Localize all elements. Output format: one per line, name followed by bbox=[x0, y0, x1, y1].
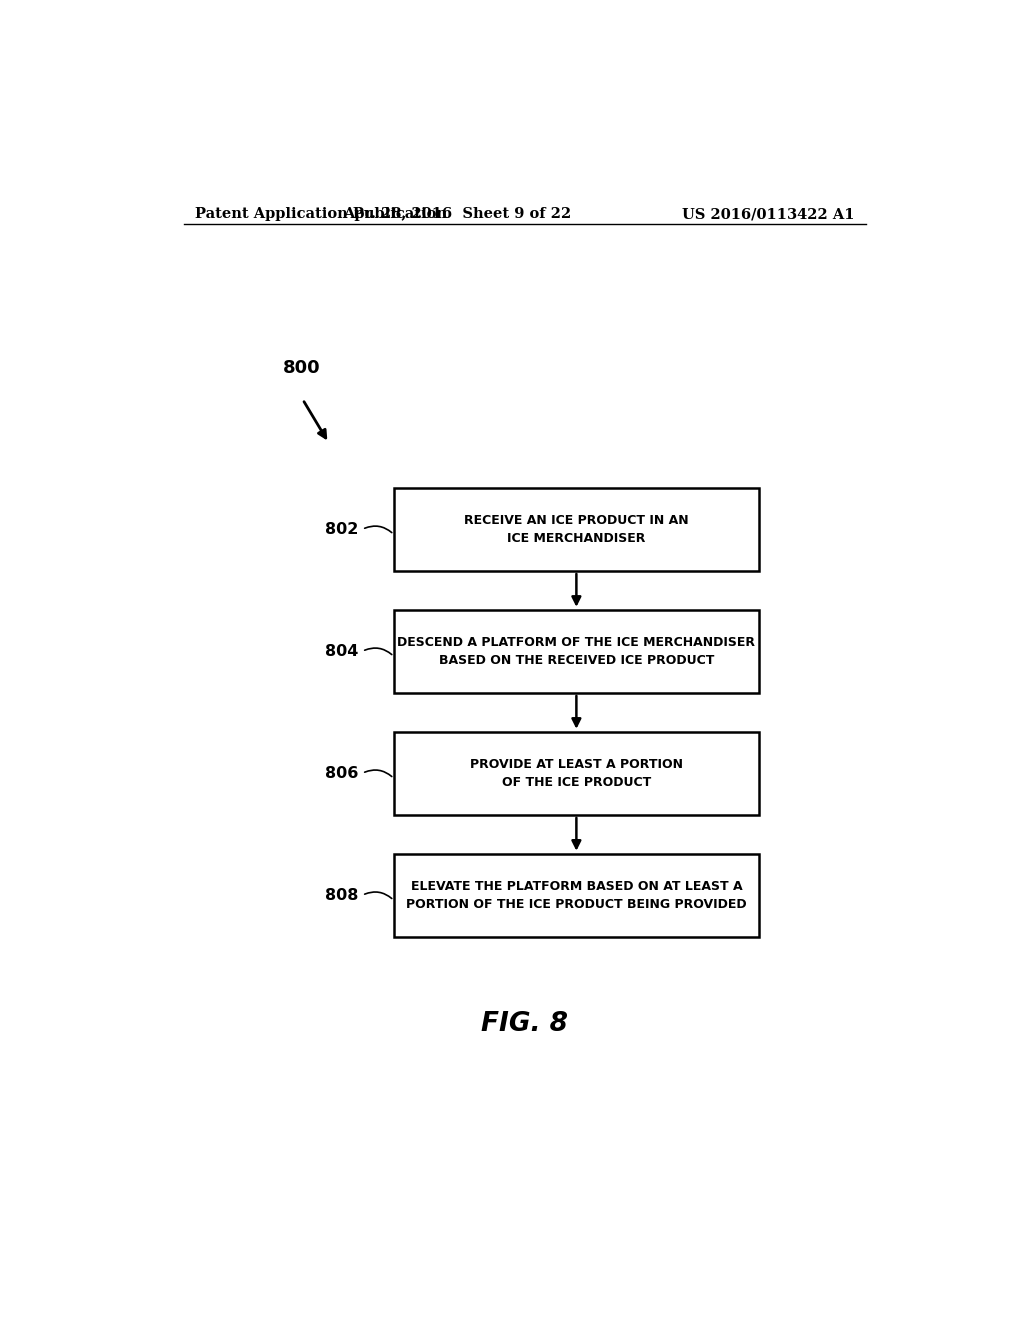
Text: DESCEND A PLATFORM OF THE ICE MERCHANDISER
BASED ON THE RECEIVED ICE PRODUCT: DESCEND A PLATFORM OF THE ICE MERCHANDIS… bbox=[397, 636, 756, 667]
Text: US 2016/0113422 A1: US 2016/0113422 A1 bbox=[682, 207, 854, 222]
Text: Patent Application Publication: Patent Application Publication bbox=[196, 207, 447, 222]
Text: 808: 808 bbox=[325, 888, 358, 903]
FancyBboxPatch shape bbox=[394, 731, 759, 814]
FancyBboxPatch shape bbox=[394, 854, 759, 937]
FancyArrowPatch shape bbox=[365, 770, 392, 776]
FancyBboxPatch shape bbox=[394, 610, 759, 693]
FancyArrowPatch shape bbox=[365, 527, 392, 532]
Text: 802: 802 bbox=[325, 521, 358, 537]
Text: 804: 804 bbox=[325, 644, 358, 659]
Text: ELEVATE THE PLATFORM BASED ON AT LEAST A
PORTION OF THE ICE PRODUCT BEING PROVID: ELEVATE THE PLATFORM BASED ON AT LEAST A… bbox=[407, 880, 746, 911]
FancyBboxPatch shape bbox=[394, 487, 759, 572]
Text: 806: 806 bbox=[325, 766, 358, 781]
Text: FIG. 8: FIG. 8 bbox=[481, 1011, 568, 1038]
Text: Apr. 28, 2016  Sheet 9 of 22: Apr. 28, 2016 Sheet 9 of 22 bbox=[343, 207, 571, 222]
FancyArrowPatch shape bbox=[365, 892, 392, 899]
FancyArrowPatch shape bbox=[365, 648, 392, 655]
Text: 800: 800 bbox=[283, 359, 321, 378]
Text: PROVIDE AT LEAST A PORTION
OF THE ICE PRODUCT: PROVIDE AT LEAST A PORTION OF THE ICE PR… bbox=[470, 758, 683, 789]
Text: RECEIVE AN ICE PRODUCT IN AN
ICE MERCHANDISER: RECEIVE AN ICE PRODUCT IN AN ICE MERCHAN… bbox=[464, 513, 689, 545]
